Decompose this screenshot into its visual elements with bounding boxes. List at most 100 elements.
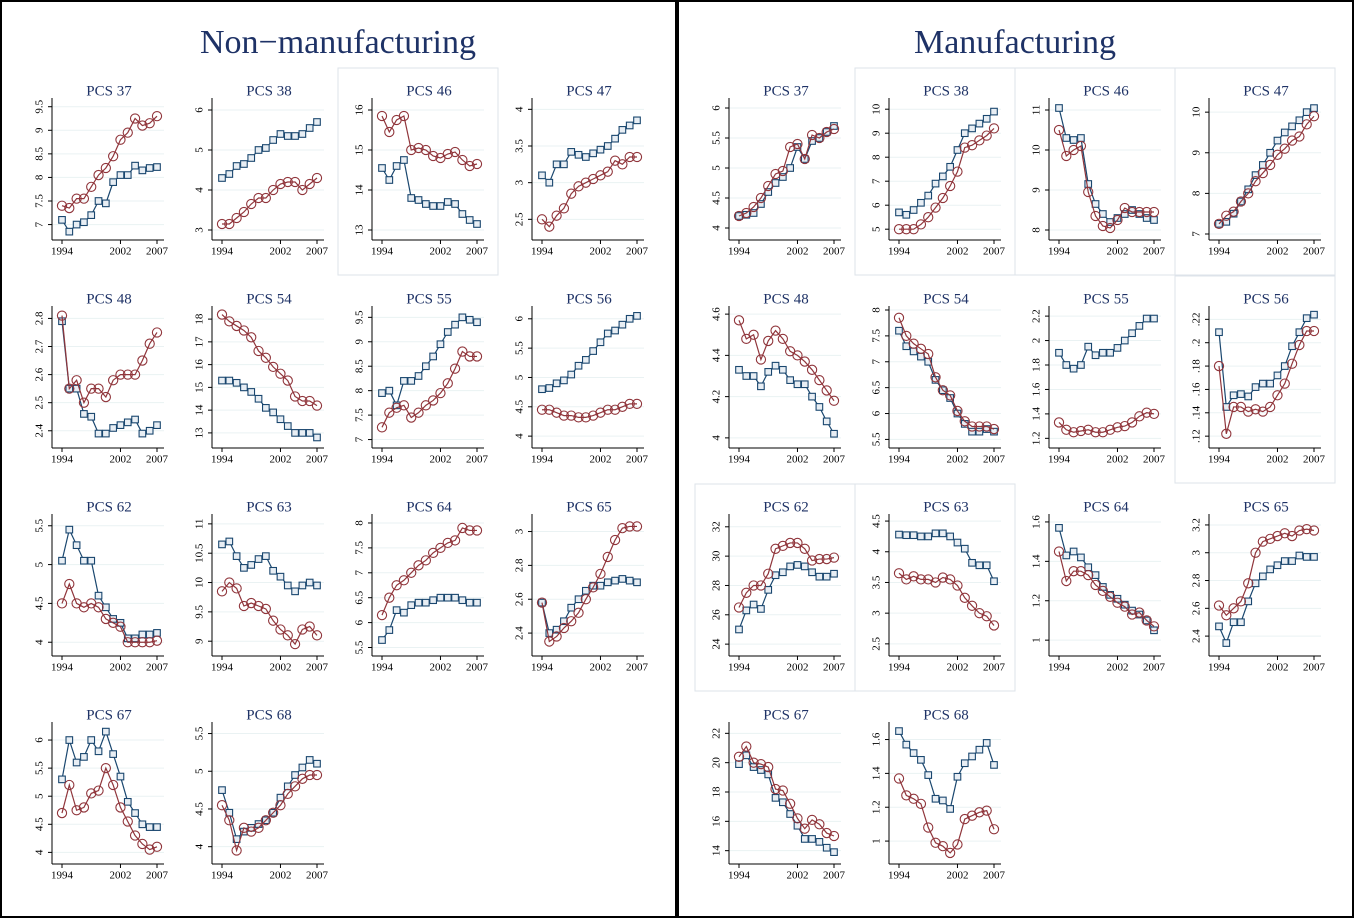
point-marker <box>799 823 810 834</box>
point-marker <box>763 761 774 773</box>
y-tick-label: 7 <box>871 178 883 184</box>
x-tick-label: 1994 <box>51 246 74 258</box>
point-marker <box>1141 407 1152 418</box>
chart-title: PCS 55 <box>1083 291 1128 307</box>
point-marker <box>1265 159 1276 171</box>
point-marker <box>828 123 840 135</box>
point-marker <box>566 188 577 199</box>
point-marker <box>71 375 82 386</box>
small-chart: PCS 46 8 9 10 11 1994 2002 2007 <box>1014 67 1176 276</box>
point-marker <box>398 110 410 122</box>
point-marker <box>465 598 474 607</box>
x-tick-label: 2002 <box>269 870 291 882</box>
point-marker <box>952 580 963 591</box>
point-marker <box>305 124 314 132</box>
y-tick-label: 1.2 <box>1031 431 1043 445</box>
point-marker <box>282 375 293 386</box>
point-marker <box>624 521 635 532</box>
point-marker <box>65 736 74 744</box>
point-marker <box>609 534 621 546</box>
small-chart: PCS 55 7 7.5 8 8.5 9 9.5 1994 2002 2007 <box>354 291 489 465</box>
point-marker <box>108 375 119 386</box>
point-marker <box>304 769 315 781</box>
x-tick-label: 2002 <box>946 662 968 674</box>
point-marker <box>109 178 118 186</box>
point-marker <box>58 556 66 565</box>
point-marker <box>770 325 781 336</box>
point-marker <box>1053 124 1065 136</box>
point-marker <box>1301 119 1312 130</box>
series-line <box>61 315 158 405</box>
y-tick-label: 16 <box>354 104 366 116</box>
point-marker <box>915 219 927 230</box>
point-marker <box>917 532 925 541</box>
point-marker <box>1280 128 1289 137</box>
small-chart: PCS 37 7 7.5 8 8.5 9 9.5 1994 2002 2007 <box>34 83 169 257</box>
point-marker <box>588 410 599 421</box>
point-marker <box>573 607 584 618</box>
y-tick-label: .14 <box>1191 405 1203 419</box>
x-tick-label: 1994 <box>51 454 74 466</box>
point-marker <box>65 227 74 236</box>
y-tick-label: 4.2 <box>711 390 723 404</box>
point-marker <box>1279 143 1290 154</box>
point-marker <box>1221 610 1232 621</box>
point-marker <box>1069 547 1078 556</box>
point-marker <box>778 568 787 577</box>
point-marker <box>436 593 445 602</box>
point-marker <box>830 429 838 438</box>
point-marker <box>806 814 818 826</box>
point-marker <box>269 566 278 575</box>
point-marker <box>116 171 125 179</box>
point-marker <box>238 325 250 336</box>
point-marker <box>276 415 285 424</box>
point-marker <box>1105 222 1116 234</box>
point-marker <box>116 772 125 781</box>
point-marker <box>959 142 970 153</box>
x-tick-label: 1994 <box>1048 246 1071 258</box>
point-marker <box>80 218 88 227</box>
point-marker <box>821 385 832 396</box>
point-marker <box>392 401 401 410</box>
chart-title: PCS 38 <box>923 83 968 99</box>
point-marker <box>71 805 82 816</box>
point-marker <box>1295 116 1304 125</box>
point-marker <box>552 379 561 388</box>
point-marker <box>945 390 956 401</box>
point-marker <box>1091 351 1100 360</box>
point-marker <box>1141 206 1152 218</box>
point-marker <box>981 805 992 816</box>
point-marker <box>1062 551 1071 560</box>
chart-title: PCS 48 <box>86 291 131 307</box>
point-marker <box>602 166 613 177</box>
x-tick-label: 2007 <box>823 870 846 882</box>
x-tick-label: 2002 <box>589 246 611 258</box>
point-marker <box>1302 108 1311 117</box>
point-marker <box>442 537 453 549</box>
x-tick-label: 2007 <box>823 454 846 466</box>
point-marker <box>923 348 934 360</box>
small-chart: PCS 38 5 6 7 8 9 10 1994 2002 2007 <box>854 67 1016 276</box>
y-tick-label: 6 <box>871 202 883 208</box>
point-marker <box>1294 339 1305 351</box>
point-marker <box>311 630 323 641</box>
point-marker <box>275 178 286 190</box>
point-marker <box>87 736 96 744</box>
point-marker <box>902 531 911 540</box>
point-marker <box>777 333 788 345</box>
point-marker <box>101 429 110 438</box>
point-marker <box>748 329 759 340</box>
point-marker <box>974 135 985 146</box>
point-marker <box>566 616 577 627</box>
x-tick-label: 2007 <box>626 454 649 466</box>
series-line <box>221 581 318 646</box>
chart-title: PCS 62 <box>86 499 131 515</box>
point-marker <box>413 407 424 418</box>
point-marker <box>815 572 824 581</box>
point-marker <box>297 184 308 196</box>
point-marker <box>748 757 759 768</box>
point-marker <box>821 126 832 138</box>
x-tick-label: 2002 <box>786 870 808 882</box>
y-tick-label: 1.2 <box>1031 594 1043 608</box>
point-marker <box>407 377 416 385</box>
